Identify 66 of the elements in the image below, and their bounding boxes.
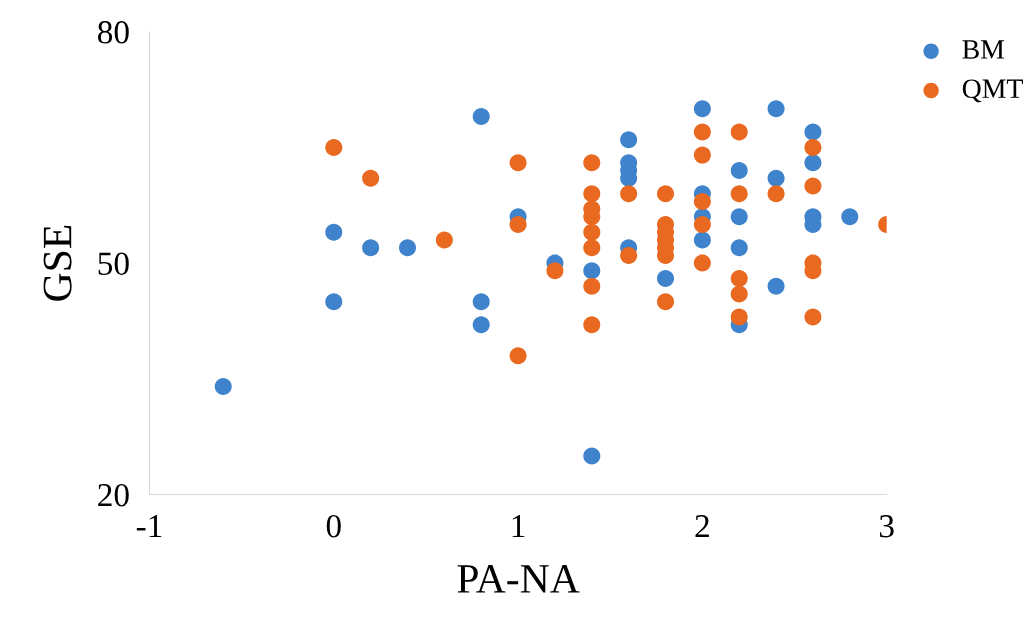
y-tick-label: 80 [97,21,129,44]
y-tick-label: 20 [98,483,129,507]
point [546,262,564,280]
x-tick-label: 0 [326,514,341,538]
point [583,447,601,465]
point [804,138,822,156]
point [583,316,601,334]
point [693,100,711,118]
point [693,146,711,164]
point [730,185,748,203]
point [620,246,638,264]
point [620,131,638,149]
point [472,316,490,334]
point [325,293,343,311]
point [509,216,527,234]
point [435,231,453,249]
point [767,185,785,203]
point [583,185,601,203]
x-tick-label: 1 [512,515,525,538]
x-tick-label: 3 [879,515,894,538]
point [841,208,859,226]
point [583,277,601,295]
y-tick-label: 50 [98,252,129,275]
point [399,239,417,257]
point [325,223,343,241]
point [730,308,748,326]
point [509,154,527,172]
point [767,169,785,187]
x-tick-label: -1 [136,515,162,538]
point [804,154,822,172]
point [693,254,711,272]
point [730,123,748,141]
x-axis-title: PA-NA [457,565,580,593]
point [767,100,785,118]
point [657,185,675,203]
point [730,239,748,257]
point [583,223,601,241]
point [730,208,748,226]
point [620,185,638,203]
point [472,293,490,311]
point [767,277,785,295]
point [693,123,711,141]
point [362,239,380,257]
point [583,239,601,257]
point [472,108,490,126]
point [730,285,748,303]
point [804,177,822,195]
point [362,169,380,187]
point [693,192,711,210]
point [730,270,748,288]
point [804,123,822,141]
legend-label: QMT [962,79,1023,103]
y-axis-title: GSE [43,225,72,301]
legend-label: BM [962,40,1005,59]
point [693,216,711,234]
point [509,347,527,365]
point [325,138,343,156]
point [730,162,748,180]
point [657,293,675,311]
point [657,270,675,288]
point [214,378,232,396]
point [804,308,822,326]
point [693,231,711,249]
point [583,154,601,172]
x-tick-label: 2 [695,515,709,538]
point [583,262,601,280]
